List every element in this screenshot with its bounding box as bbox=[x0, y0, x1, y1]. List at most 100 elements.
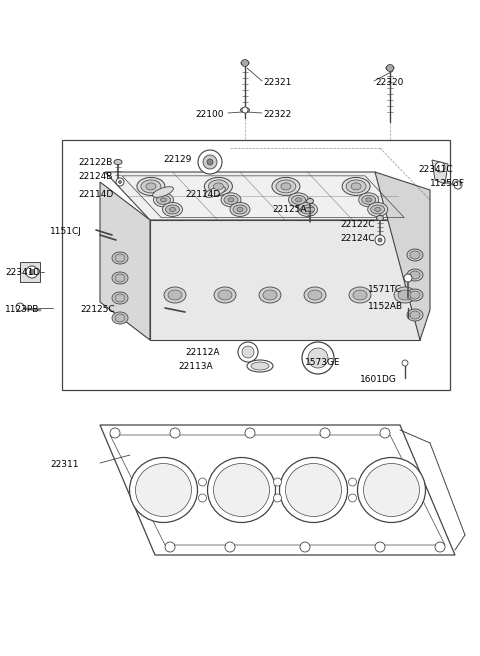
Polygon shape bbox=[20, 262, 40, 282]
Text: 1123PB: 1123PB bbox=[5, 305, 39, 314]
Text: 22125C: 22125C bbox=[80, 305, 115, 314]
Text: 22341D: 22341D bbox=[5, 268, 40, 277]
Ellipse shape bbox=[394, 287, 416, 303]
Ellipse shape bbox=[214, 464, 269, 516]
Text: 22112A: 22112A bbox=[185, 348, 219, 357]
Ellipse shape bbox=[207, 457, 276, 522]
Ellipse shape bbox=[169, 207, 176, 211]
Ellipse shape bbox=[115, 314, 125, 322]
Ellipse shape bbox=[362, 195, 376, 204]
Circle shape bbox=[119, 180, 121, 184]
Polygon shape bbox=[100, 425, 455, 555]
Circle shape bbox=[435, 542, 445, 552]
Ellipse shape bbox=[410, 251, 420, 259]
Ellipse shape bbox=[221, 193, 241, 207]
Ellipse shape bbox=[168, 290, 182, 300]
Ellipse shape bbox=[160, 198, 167, 202]
Circle shape bbox=[16, 303, 24, 311]
Text: 22125A: 22125A bbox=[272, 205, 307, 214]
Ellipse shape bbox=[241, 60, 249, 66]
Circle shape bbox=[348, 494, 357, 502]
Text: 22321: 22321 bbox=[263, 78, 291, 87]
Ellipse shape bbox=[342, 177, 370, 195]
Ellipse shape bbox=[247, 360, 273, 372]
Text: 1125GF: 1125GF bbox=[430, 179, 465, 188]
Polygon shape bbox=[375, 172, 430, 340]
Ellipse shape bbox=[398, 290, 412, 300]
Ellipse shape bbox=[304, 207, 311, 211]
Ellipse shape bbox=[228, 198, 234, 202]
Ellipse shape bbox=[407, 249, 423, 261]
Ellipse shape bbox=[115, 254, 125, 262]
Circle shape bbox=[386, 64, 394, 72]
Ellipse shape bbox=[410, 311, 420, 319]
Ellipse shape bbox=[386, 66, 394, 70]
Circle shape bbox=[198, 150, 222, 174]
Polygon shape bbox=[105, 172, 420, 220]
Text: 1573GE: 1573GE bbox=[305, 358, 341, 367]
Ellipse shape bbox=[307, 199, 313, 203]
Ellipse shape bbox=[240, 108, 250, 112]
Circle shape bbox=[300, 542, 310, 552]
Ellipse shape bbox=[237, 207, 243, 211]
Text: 22311: 22311 bbox=[50, 460, 79, 469]
Text: 22122B: 22122B bbox=[78, 158, 112, 167]
Ellipse shape bbox=[156, 195, 170, 204]
Ellipse shape bbox=[141, 180, 161, 193]
Ellipse shape bbox=[349, 287, 371, 303]
Circle shape bbox=[29, 270, 35, 274]
Ellipse shape bbox=[304, 287, 326, 303]
Circle shape bbox=[241, 60, 249, 66]
Ellipse shape bbox=[114, 159, 122, 165]
Ellipse shape bbox=[153, 187, 173, 197]
Ellipse shape bbox=[233, 205, 247, 214]
Ellipse shape bbox=[112, 292, 128, 304]
Text: 1601DG: 1601DG bbox=[360, 375, 397, 384]
Text: 22114D: 22114D bbox=[185, 190, 220, 199]
Ellipse shape bbox=[407, 269, 423, 281]
Circle shape bbox=[375, 235, 385, 245]
Ellipse shape bbox=[154, 193, 173, 207]
Ellipse shape bbox=[346, 180, 366, 193]
Ellipse shape bbox=[137, 177, 165, 195]
Text: 22124C: 22124C bbox=[340, 234, 374, 243]
Circle shape bbox=[454, 181, 462, 189]
Circle shape bbox=[26, 266, 38, 278]
Circle shape bbox=[242, 107, 248, 113]
Text: 22129: 22129 bbox=[163, 155, 192, 164]
Ellipse shape bbox=[410, 271, 420, 279]
Ellipse shape bbox=[353, 290, 367, 300]
Text: 1151CJ: 1151CJ bbox=[50, 227, 82, 236]
Circle shape bbox=[375, 542, 385, 552]
Bar bbox=[62, 140, 450, 390]
Ellipse shape bbox=[358, 457, 425, 522]
Ellipse shape bbox=[407, 289, 423, 301]
Circle shape bbox=[320, 428, 330, 438]
Circle shape bbox=[245, 428, 255, 438]
Ellipse shape bbox=[308, 290, 322, 300]
Polygon shape bbox=[100, 182, 150, 340]
Circle shape bbox=[242, 346, 254, 358]
Circle shape bbox=[274, 478, 281, 486]
Circle shape bbox=[302, 342, 334, 374]
Ellipse shape bbox=[376, 216, 384, 220]
Polygon shape bbox=[150, 220, 420, 340]
Ellipse shape bbox=[204, 187, 226, 197]
Ellipse shape bbox=[259, 287, 281, 303]
Text: 22320: 22320 bbox=[375, 78, 403, 87]
Text: 22114D: 22114D bbox=[78, 190, 113, 199]
Circle shape bbox=[348, 478, 357, 486]
Ellipse shape bbox=[286, 464, 341, 516]
Ellipse shape bbox=[371, 205, 384, 214]
Ellipse shape bbox=[115, 274, 125, 282]
Circle shape bbox=[380, 428, 390, 438]
Ellipse shape bbox=[135, 464, 192, 516]
Ellipse shape bbox=[112, 312, 128, 324]
Ellipse shape bbox=[115, 294, 125, 302]
Ellipse shape bbox=[112, 252, 128, 264]
Circle shape bbox=[199, 478, 206, 486]
Ellipse shape bbox=[281, 183, 291, 190]
Ellipse shape bbox=[279, 457, 348, 522]
Polygon shape bbox=[432, 160, 448, 184]
Circle shape bbox=[378, 238, 382, 242]
